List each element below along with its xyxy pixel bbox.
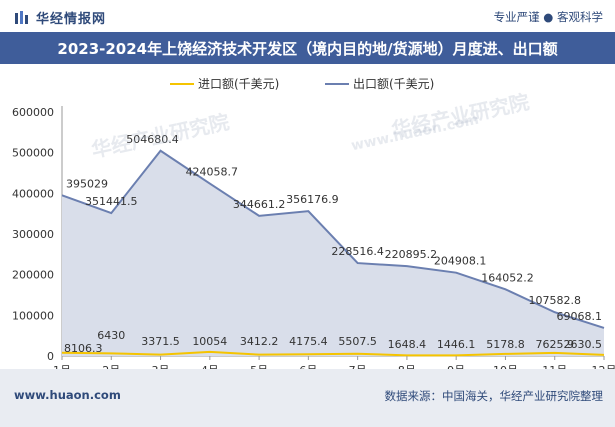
import-data-label: 5178.8 xyxy=(486,338,525,351)
y-tick-label: 600000 xyxy=(12,106,54,119)
x-tick-label: 3月 xyxy=(152,364,170,369)
import-line xyxy=(61,350,605,357)
brand-logo[interactable]: 华经情报网 xyxy=(14,8,106,27)
import-data-label: 1446.1 xyxy=(437,338,476,351)
import-data-label: 3412.2 xyxy=(240,335,279,348)
export-data-label: 164052.2 xyxy=(481,271,534,284)
chart-title: 2023-2024年上饶经济技术开发区（境内目的地/货源地）月度进、出口额 xyxy=(57,40,558,58)
x-tick-label: 12月 xyxy=(592,364,615,369)
import-data-label: 10054 xyxy=(192,335,227,348)
import-data-label: 3371.5 xyxy=(141,335,180,348)
export-data-label: 395029 xyxy=(66,177,108,190)
legend-import-label: 进口额(千美元) xyxy=(198,77,279,91)
y-tick-label: 400000 xyxy=(12,187,54,200)
export-data-label: 220895.2 xyxy=(385,248,438,261)
x-tick-label: 11月 xyxy=(542,364,567,369)
x-tick-label: 2月 xyxy=(102,364,120,369)
export-data-label: 69068.1 xyxy=(557,310,603,323)
export-area xyxy=(62,150,604,356)
y-tick-label: 100000 xyxy=(12,309,54,322)
export-data-label: 204908.1 xyxy=(434,255,487,268)
top-bar: 华经情报网 专业严谨 ● 客观科学 xyxy=(0,0,615,32)
x-tick-label: 10月 xyxy=(493,364,518,369)
import-data-label: 4175.4 xyxy=(289,335,328,348)
import-data-label: 5507.5 xyxy=(338,335,377,348)
line-chart: 进口额(千美元) 出口额(千美元) 0 100000 200000 300000 40000… xyxy=(12,77,615,369)
import-data-label: 6430 xyxy=(97,329,125,342)
x-tick-label: 5月 xyxy=(250,364,268,369)
brand-name: 华经情报网 xyxy=(36,12,107,27)
y-tick-label: 200000 xyxy=(12,269,54,282)
footer-website-link[interactable]: www.huaon.com xyxy=(14,388,121,402)
x-tick-label: 6月 xyxy=(299,364,317,369)
y-tick-label: 500000 xyxy=(12,147,54,160)
export-data-label: 228516.4 xyxy=(331,245,384,258)
export-data-label: 356176.9 xyxy=(286,193,339,206)
import-data-label: 1648.4 xyxy=(388,338,427,351)
export-data-label: 107582.8 xyxy=(528,294,581,307)
footer-source: 数据来源：中国海关，华经产业研究院整理 xyxy=(384,389,604,403)
x-tick-label: 4月 xyxy=(201,364,219,369)
title-bar: 2023-2024年上饶经济技术开发区（境内目的地/货源地）月度进、出口额 xyxy=(0,32,615,64)
y-tick-label: 0 xyxy=(47,350,54,363)
brand-logo-icon xyxy=(15,10,28,24)
import-data-label: 2630.5 xyxy=(564,338,603,351)
footer: www.huaon.com 数据来源：中国海关，华经产业研究院整理 xyxy=(0,369,615,427)
x-tick-label: 1月 xyxy=(53,364,71,369)
brand-slogan: 专业严谨 ● 客观科学 xyxy=(493,10,603,24)
x-tick-label: 9月 xyxy=(447,364,465,369)
export-line xyxy=(61,149,605,329)
export-data-label: 504680.4 xyxy=(126,133,179,146)
import-data-label: 7625.9 xyxy=(535,338,574,351)
y-tick-label: 300000 xyxy=(12,228,54,241)
export-data-label: 344661.2 xyxy=(233,198,286,211)
x-tick-label: 7月 xyxy=(349,364,367,369)
export-data-label: 424058.7 xyxy=(186,166,239,179)
x-tick-label: 8月 xyxy=(398,364,416,369)
import-data-label: 8106.3 xyxy=(64,342,103,355)
legend-export-label: 出口额(千美元) xyxy=(353,77,434,91)
export-data-label: 351441.5 xyxy=(85,195,138,208)
